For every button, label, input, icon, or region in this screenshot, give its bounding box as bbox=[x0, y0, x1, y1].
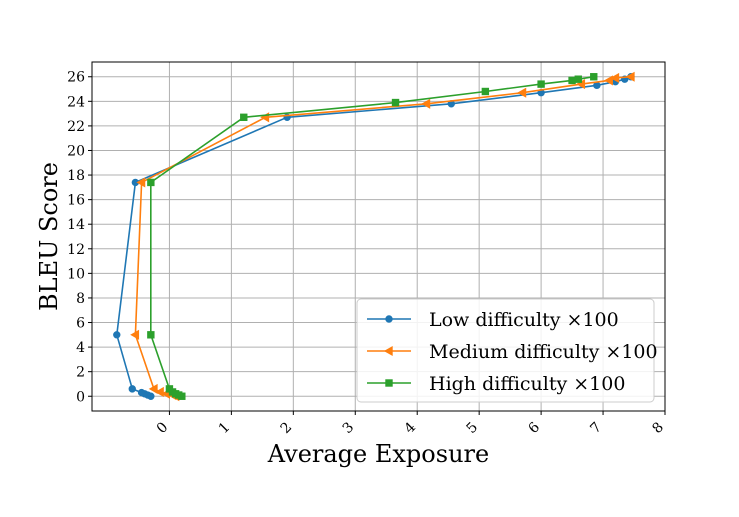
legend-entry: Medium difficulty ×100 bbox=[367, 341, 658, 363]
y-tick-label: 14 bbox=[67, 217, 85, 233]
data-point bbox=[383, 345, 393, 357]
x-tick-label: 0 bbox=[154, 419, 172, 437]
data-point bbox=[568, 76, 576, 85]
y-tick-label: 16 bbox=[67, 193, 85, 209]
data-point bbox=[625, 71, 635, 82]
x-tick-label: 7 bbox=[587, 419, 605, 437]
x-tick-label: 2 bbox=[278, 419, 296, 437]
data-point bbox=[128, 385, 136, 393]
plot-frame bbox=[91, 61, 666, 412]
data-point bbox=[137, 388, 146, 397]
data-point bbox=[136, 177, 146, 188]
x-tick-label: 1 bbox=[216, 419, 234, 437]
y-tick-label: 6 bbox=[76, 316, 85, 332]
data-point bbox=[147, 331, 155, 339]
x-tick-label: 3 bbox=[340, 419, 358, 437]
data-point bbox=[240, 113, 248, 121]
data-point bbox=[481, 87, 490, 96]
data-point bbox=[130, 329, 140, 340]
data-point bbox=[148, 383, 158, 394]
series-group bbox=[113, 71, 635, 402]
y-tick-label: 12 bbox=[67, 242, 85, 258]
data-point bbox=[147, 178, 155, 187]
x-axis-label: Average Exposure bbox=[267, 440, 489, 468]
y-tick-label: 2 bbox=[76, 365, 85, 381]
y-tick-label: 10 bbox=[67, 266, 85, 282]
data-point bbox=[154, 386, 164, 398]
y-tick-label: 26 bbox=[67, 70, 85, 86]
legend-entry: Low difficulty ×100 bbox=[367, 309, 619, 331]
data-point bbox=[165, 385, 174, 393]
data-point bbox=[610, 72, 620, 84]
x-tick-label: 6 bbox=[525, 419, 543, 437]
data-point bbox=[385, 315, 393, 323]
data-point bbox=[385, 379, 393, 387]
y-tick-label: 24 bbox=[67, 94, 85, 110]
legend: Low difficulty ×100 Medium difficulty ×10… bbox=[356, 298, 658, 403]
legend-label: High difficulty ×100 bbox=[429, 373, 625, 395]
data-point bbox=[537, 80, 545, 88]
data-point bbox=[421, 98, 431, 109]
y-tick-label: 0 bbox=[76, 389, 85, 405]
data-point bbox=[391, 98, 400, 107]
y-tick-label: 4 bbox=[76, 340, 85, 356]
x-tick-label: 5 bbox=[464, 419, 482, 437]
data-point bbox=[590, 73, 598, 81]
x-tick-label: 8 bbox=[649, 419, 667, 437]
legend-box bbox=[356, 298, 655, 403]
y-tick-label: 18 bbox=[67, 168, 85, 184]
data-point bbox=[604, 75, 613, 86]
data-point bbox=[517, 87, 527, 98]
data-point bbox=[113, 331, 121, 339]
legend-label: Low difficulty ×100 bbox=[429, 309, 619, 331]
y-tick-label: 20 bbox=[67, 143, 85, 159]
x-tick-label: 4 bbox=[402, 419, 420, 437]
legend-entry: High difficulty ×100 bbox=[367, 373, 625, 395]
series bbox=[147, 73, 598, 400]
data-point bbox=[574, 75, 582, 83]
y-tick-label: 8 bbox=[76, 291, 85, 307]
y-tick-label: 22 bbox=[67, 119, 85, 135]
legend-label: Medium difficulty ×100 bbox=[429, 341, 658, 363]
y-axis-label: BLEU Score bbox=[35, 162, 63, 311]
